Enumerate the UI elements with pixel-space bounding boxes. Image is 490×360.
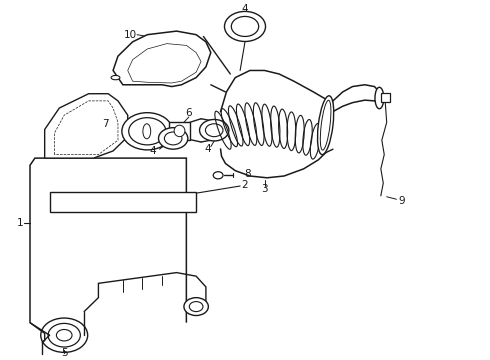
Text: 2: 2 xyxy=(242,180,248,190)
Ellipse shape xyxy=(318,96,334,154)
Polygon shape xyxy=(45,94,128,158)
Text: 10: 10 xyxy=(123,30,137,40)
Circle shape xyxy=(41,318,88,352)
Circle shape xyxy=(159,128,188,149)
Text: 6: 6 xyxy=(186,108,192,118)
Circle shape xyxy=(48,323,80,347)
Text: 1: 1 xyxy=(17,217,24,228)
Circle shape xyxy=(199,120,229,141)
Ellipse shape xyxy=(143,124,151,139)
Circle shape xyxy=(205,124,223,137)
Circle shape xyxy=(164,132,182,145)
Ellipse shape xyxy=(375,87,384,109)
Circle shape xyxy=(184,298,208,315)
Ellipse shape xyxy=(111,76,120,80)
Text: 4: 4 xyxy=(204,144,211,154)
Text: 8: 8 xyxy=(244,169,251,179)
Circle shape xyxy=(56,329,72,341)
Text: 7: 7 xyxy=(102,119,109,129)
Text: 4: 4 xyxy=(242,4,248,14)
Ellipse shape xyxy=(174,125,185,137)
Bar xyxy=(381,93,390,102)
Text: 3: 3 xyxy=(261,184,268,194)
Text: 4: 4 xyxy=(150,146,156,156)
Bar xyxy=(49,192,196,212)
Polygon shape xyxy=(113,31,211,86)
Circle shape xyxy=(213,172,223,179)
Text: 9: 9 xyxy=(398,196,405,206)
Circle shape xyxy=(231,17,259,36)
Bar xyxy=(169,122,190,140)
Circle shape xyxy=(189,302,203,312)
Circle shape xyxy=(129,118,166,145)
Circle shape xyxy=(122,113,172,150)
Text: 5: 5 xyxy=(61,348,68,358)
Circle shape xyxy=(224,12,266,41)
